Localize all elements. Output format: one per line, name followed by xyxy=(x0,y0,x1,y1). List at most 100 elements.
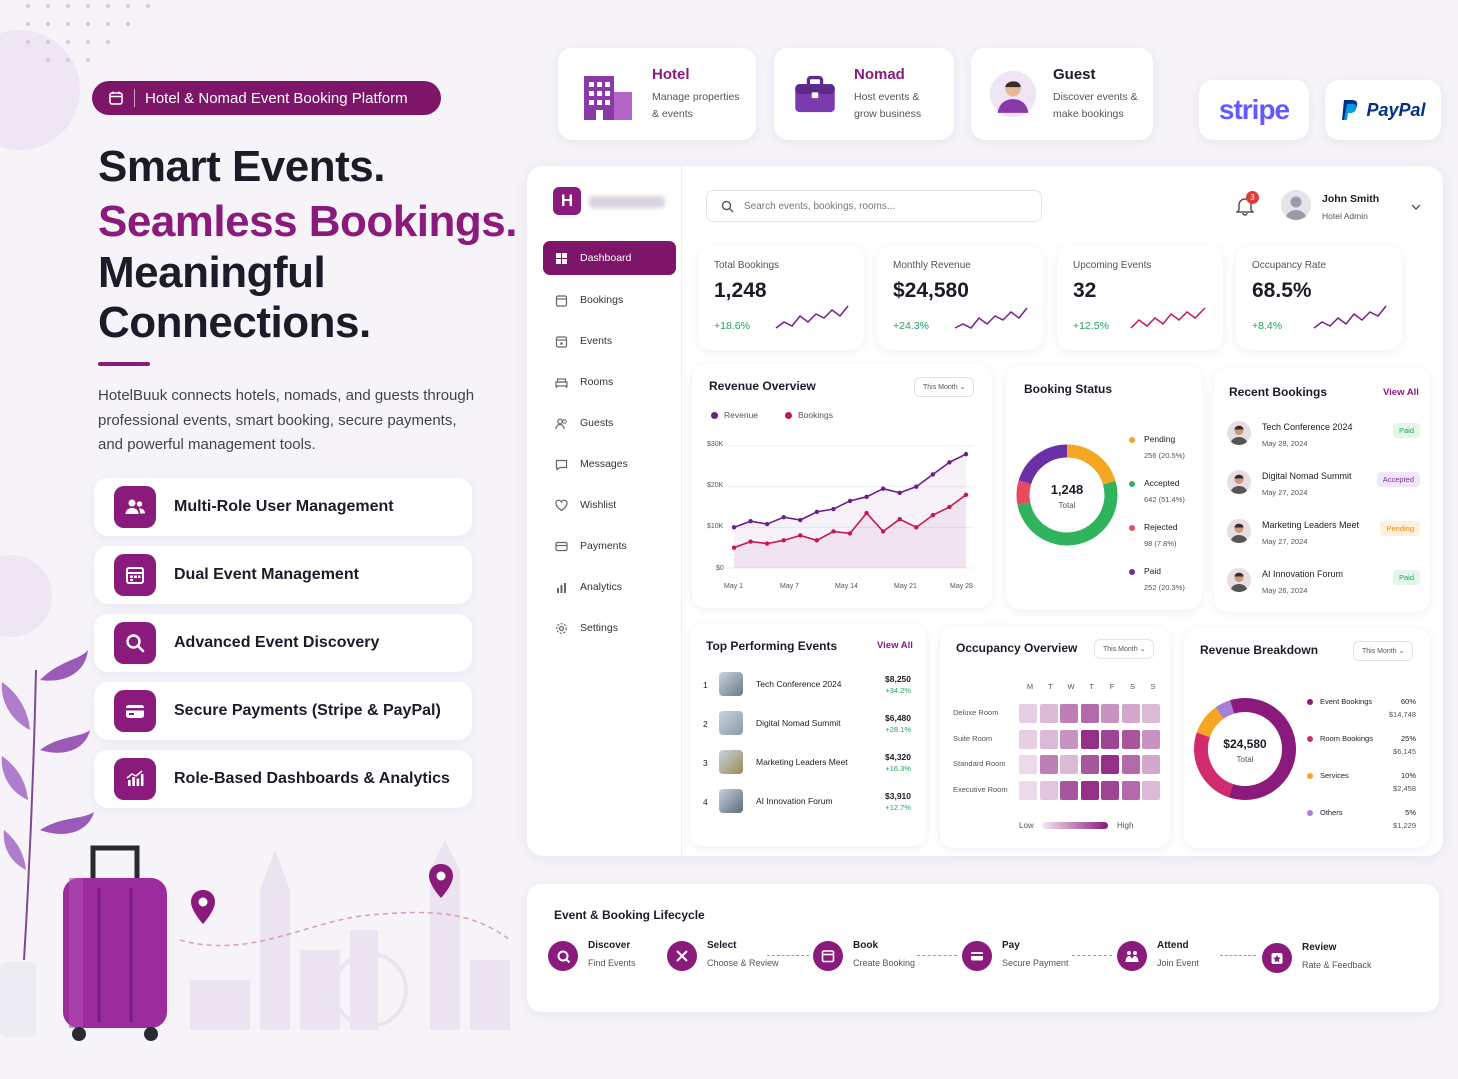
stat-card-occupancy-rate: Occupancy Rate 68.5% +8.4% xyxy=(1236,246,1402,350)
heatmap-cell xyxy=(1019,755,1037,774)
sidebar-item-bookings[interactable]: Bookings xyxy=(543,283,676,317)
room-label: Suite Room xyxy=(953,733,993,743)
series-area xyxy=(734,454,966,568)
sidebar-item-dashboard[interactable]: Dashboard xyxy=(543,241,676,275)
sidebar-item-guests[interactable]: Guests xyxy=(543,406,676,440)
day-label: T xyxy=(1048,682,1053,691)
gear-icon xyxy=(556,622,567,634)
event-name[interactable]: Digital Nomad Summit xyxy=(756,718,841,728)
data-point xyxy=(764,521,770,527)
stat-label: Upcoming Events xyxy=(1073,260,1152,271)
platform-badge: Hotel & Nomad Event Booking Platform xyxy=(92,81,441,115)
data-point xyxy=(814,538,820,543)
sidebar-item-label: Settings xyxy=(580,622,618,634)
data-point xyxy=(930,512,936,518)
legend-detail: 252 (20.3%) xyxy=(1144,583,1185,592)
legend-amount: $14,748 xyxy=(1388,710,1416,719)
stat-value: 68.5% xyxy=(1252,279,1312,302)
event-icon xyxy=(555,335,568,348)
event-name[interactable]: AI Innovation Forum xyxy=(756,796,833,806)
sparkline xyxy=(775,305,849,329)
x-tick: May 7 xyxy=(780,583,800,590)
room-label: Standard Room xyxy=(953,759,1006,768)
sidebar-item-label: Payments xyxy=(580,540,627,552)
event-amount: $4,320 xyxy=(885,752,911,762)
revenue-period-dropdown[interactable]: This Month ⌄ xyxy=(914,377,975,397)
headline-line-2: Seamless Bookings. xyxy=(98,197,517,246)
room-label: Executive Room xyxy=(953,784,1008,794)
event-name[interactable]: Tech Conference 2024 xyxy=(756,679,842,689)
revenue-breakdown-donut xyxy=(1194,698,1296,800)
event-name[interactable]: Marketing Leaders Meet xyxy=(756,757,848,767)
data-point xyxy=(947,460,952,465)
step-subtitle: Create Booking xyxy=(853,958,916,968)
decor-circle xyxy=(0,555,52,637)
data-point xyxy=(880,486,886,491)
booking-total: 1,248 xyxy=(1050,482,1084,497)
x-tick: May 28 xyxy=(950,583,973,590)
event-thumbnail xyxy=(719,711,743,735)
legend-dot xyxy=(1307,810,1313,816)
status-badge: Paid xyxy=(1392,570,1420,585)
donut-slice-others xyxy=(1215,700,1235,719)
sidebar-item-messages[interactable]: Messages xyxy=(543,447,676,481)
notification-count-badge: 3 xyxy=(1246,191,1259,204)
booking-name[interactable]: Tech Conference 2024 xyxy=(1262,422,1353,432)
sidebar-item-payments[interactable]: Payments xyxy=(543,529,676,563)
headline-divider xyxy=(98,362,150,366)
data-point xyxy=(963,492,969,497)
step-title: Select xyxy=(707,940,737,951)
step-subtitle: Find Events xyxy=(588,958,636,968)
y-tick: $0 xyxy=(716,565,724,572)
lifecycle-step-review: Review Rate & Feedback xyxy=(1262,942,1372,973)
stat-change: +18.6% xyxy=(714,320,750,332)
users-icon xyxy=(114,486,156,528)
heatmap-cell xyxy=(1019,729,1037,749)
data-point xyxy=(947,504,952,510)
data-point xyxy=(748,519,753,524)
x-tick: May 14 xyxy=(835,583,858,590)
bed-icon xyxy=(555,377,568,388)
booking-name[interactable]: Marketing Leaders Meet xyxy=(1262,520,1360,530)
booking-name[interactable]: AI Innovation Forum xyxy=(1262,569,1344,579)
heatmap-cell xyxy=(1080,704,1099,723)
sidebar-item-wishlist[interactable]: Wishlist xyxy=(543,488,676,522)
sidebar-item-events[interactable]: Events xyxy=(543,324,676,358)
app-logo[interactable]: H xyxy=(553,187,581,215)
data-point xyxy=(847,531,853,536)
step-title: Discover xyxy=(588,940,631,951)
donut-slice-paid xyxy=(1018,444,1068,485)
recent-bookings-view-all-link[interactable]: View All xyxy=(1383,387,1419,398)
search-input[interactable]: Search events, bookings, rooms... xyxy=(744,200,896,212)
feature-label: Dual Event Management xyxy=(174,566,359,583)
guest-avatar-icon xyxy=(989,70,1037,118)
day-label: T xyxy=(1089,682,1094,691)
heatmap-cell xyxy=(1019,704,1037,723)
data-point xyxy=(864,510,869,516)
legend-amount: $6,145 xyxy=(1393,747,1416,756)
data-point xyxy=(880,529,886,534)
booking-name[interactable]: Digital Nomad Summit xyxy=(1262,471,1352,481)
top-events-view-all-link[interactable]: View All xyxy=(877,640,913,651)
booking-date: May 28, 2024 xyxy=(1262,439,1308,448)
heatmap-cell xyxy=(1039,704,1058,723)
donut-slice-event-bookings xyxy=(1228,698,1296,800)
avatar[interactable] xyxy=(1281,190,1311,220)
badge-label: Hotel & Nomad Event Booking Platform xyxy=(145,89,408,107)
legend-dot xyxy=(1307,773,1313,779)
stat-label: Occupancy Rate xyxy=(1252,260,1326,271)
feature-label: Multi-Role User Management xyxy=(174,498,394,515)
breakdown-total-label: Total xyxy=(1236,755,1254,764)
feature-event-discovery: Advanced Event Discovery xyxy=(94,614,472,672)
booking-status-title: Booking Status xyxy=(1024,382,1113,396)
chevron-down-icon[interactable] xyxy=(1411,203,1421,211)
sidebar-item-settings[interactable]: Settings xyxy=(543,611,676,645)
notification-button[interactable]: 3 xyxy=(1235,191,1259,221)
occupancy-period-dropdown[interactable]: This Month ⌄ xyxy=(1094,639,1155,659)
sidebar-item-analytics[interactable]: Analytics xyxy=(543,570,676,604)
sidebar-item-rooms[interactable]: Rooms xyxy=(543,365,676,399)
breakdown-period-dropdown[interactable]: This Month ⌄ xyxy=(1353,641,1414,661)
role-desc-2: & events xyxy=(652,107,693,120)
heatmap-cell xyxy=(1060,704,1078,723)
search-bar[interactable]: Search events, bookings, rooms... xyxy=(706,190,1042,222)
